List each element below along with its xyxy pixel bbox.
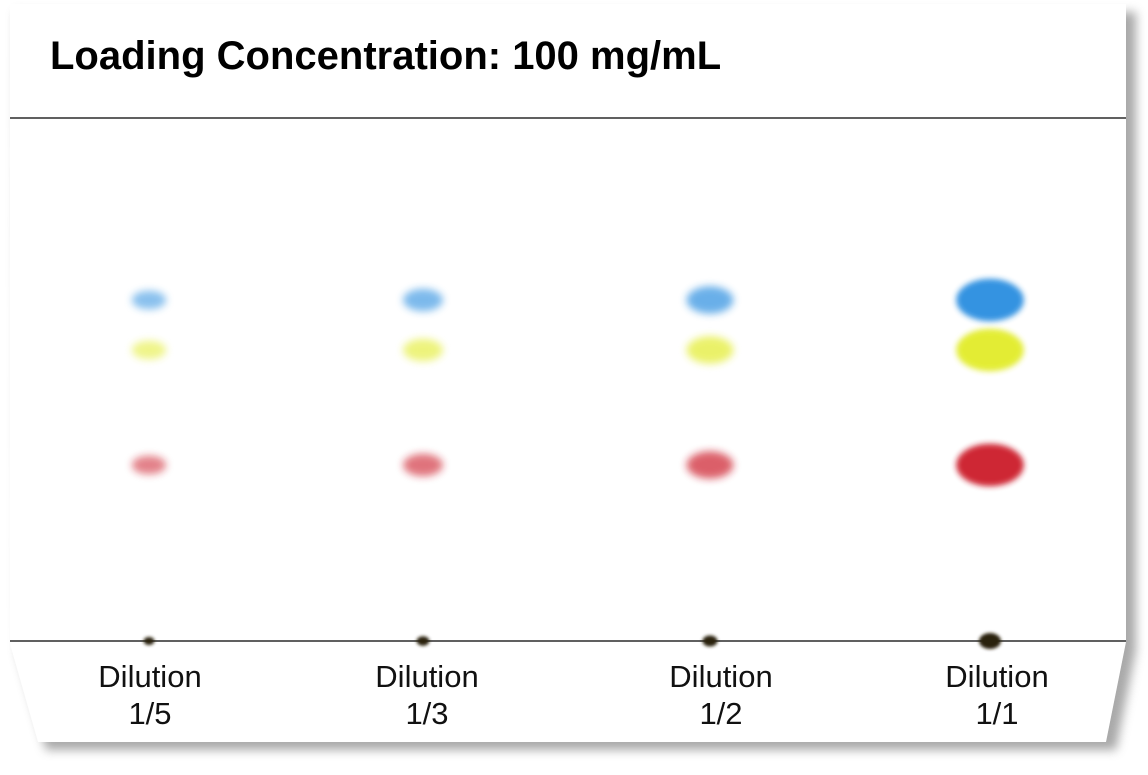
spot-lane4-red — [956, 443, 1024, 487]
spot-lane3-blue — [686, 286, 734, 314]
spot-lane4-origin — [979, 633, 1001, 649]
spot-lane2-yellow — [403, 338, 443, 362]
lane-label-4-line2: 1/1 — [975, 696, 1019, 731]
lane-label-2-line2: 1/3 — [405, 696, 449, 731]
lane-label-1-line1: Dilution — [98, 659, 202, 694]
spot-lane1-red — [131, 455, 167, 475]
spot-lane3-origin — [702, 635, 718, 647]
lane-label-2-line1: Dilution — [375, 659, 479, 694]
spot-lane1-origin — [143, 637, 155, 645]
spot-lane1-yellow — [131, 340, 167, 360]
lane-label-3-line2: 1/2 — [699, 696, 743, 731]
spot-lane3-red — [686, 451, 734, 479]
lane-label-1-line2: 1/5 — [128, 696, 172, 731]
lane-label-1: Dilution 1/5 — [50, 658, 250, 732]
spot-lane3-yellow — [686, 336, 734, 364]
lane-label-4: Dilution 1/1 — [897, 658, 1097, 732]
spot-lane4-yellow — [956, 328, 1024, 372]
lane-label-2: Dilution 1/3 — [327, 658, 527, 732]
spot-lane2-origin — [416, 636, 430, 646]
page-title: Loading Concentration: 100 mg/mL — [50, 34, 722, 78]
spot-lane2-blue — [403, 288, 443, 312]
lane-label-4-line1: Dilution — [945, 659, 1049, 694]
lane-label-3-line1: Dilution — [669, 659, 773, 694]
spot-lane4-blue — [956, 278, 1024, 322]
plate-body — [10, 4, 1126, 742]
lane-label-3: Dilution 1/2 — [621, 658, 821, 732]
spot-lane1-blue — [131, 290, 167, 310]
spot-lane2-red — [403, 453, 443, 477]
